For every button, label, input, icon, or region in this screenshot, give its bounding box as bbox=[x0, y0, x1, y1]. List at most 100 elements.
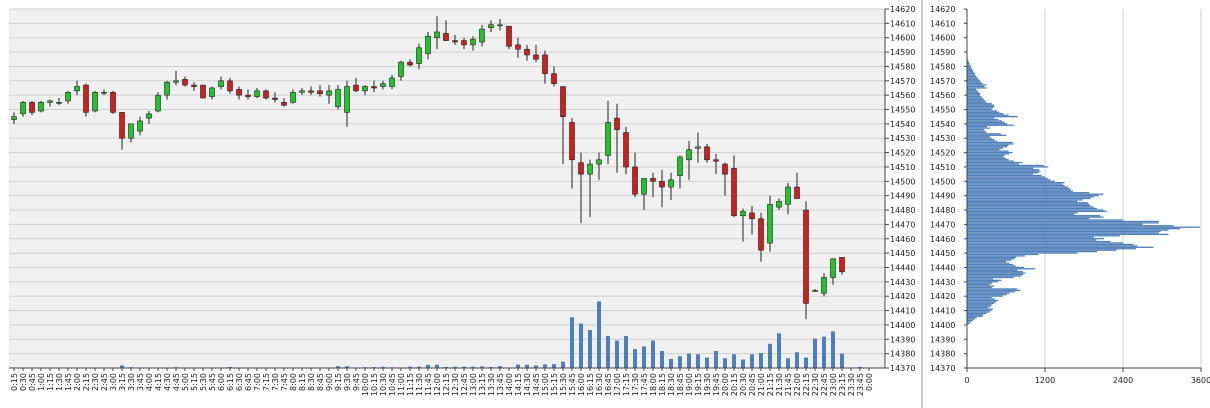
profile-bar bbox=[967, 130, 986, 132]
price-y-tick-label: 14480 bbox=[890, 206, 915, 215]
candle bbox=[632, 152, 638, 198]
candle-body bbox=[587, 163, 593, 175]
candle-body bbox=[245, 94, 251, 97]
profile-bar bbox=[967, 151, 1013, 154]
profile-bar bbox=[967, 93, 980, 95]
price-x-tick-label: 21:15 bbox=[766, 373, 775, 396]
profile-y-tick-label: 14580 bbox=[930, 62, 955, 71]
candle bbox=[128, 123, 134, 143]
candle-body bbox=[353, 84, 359, 92]
price-x-tick-label: 3:15 bbox=[118, 373, 127, 391]
profile-bar bbox=[967, 64, 971, 66]
candle-body bbox=[119, 112, 125, 139]
candle-body bbox=[308, 90, 314, 93]
candle bbox=[434, 16, 440, 50]
candle bbox=[776, 198, 782, 211]
price-x-tick-label: 16:45 bbox=[604, 373, 613, 396]
candle-body bbox=[677, 156, 683, 176]
price-y-tick-label: 14550 bbox=[890, 106, 915, 115]
candle-body bbox=[218, 80, 224, 87]
candle bbox=[821, 273, 827, 297]
price-x-tick-label: 9:45 bbox=[352, 373, 361, 391]
price-x-tick-label: 16:15 bbox=[586, 373, 595, 396]
candle bbox=[569, 118, 575, 189]
price-x-tick-label: 18:15 bbox=[658, 373, 667, 396]
price-x-tick-label: 6:00 bbox=[217, 373, 226, 391]
price-y-tick-label: 14400 bbox=[890, 321, 915, 330]
profile-bar bbox=[967, 249, 1117, 251]
price-x-tick-label: 2:30 bbox=[91, 373, 100, 391]
profile-bar bbox=[967, 192, 1090, 194]
candle-body bbox=[497, 24, 503, 27]
profile-bar bbox=[967, 187, 1070, 190]
profile-bar bbox=[967, 131, 987, 134]
candle-body bbox=[686, 149, 692, 161]
price-y-tick-label: 14580 bbox=[890, 62, 915, 71]
profile-bar bbox=[967, 98, 984, 101]
candle bbox=[56, 98, 62, 106]
candle-body bbox=[452, 40, 458, 43]
price-y-tick-label: 14600 bbox=[890, 34, 915, 43]
price-x-tick-label: 22:45 bbox=[820, 373, 829, 396]
candle-body bbox=[758, 218, 764, 251]
profile-bar bbox=[967, 95, 982, 98]
candle-body bbox=[560, 86, 566, 117]
profile-bar bbox=[967, 296, 992, 299]
volume-bar bbox=[741, 359, 745, 368]
candle-body bbox=[362, 86, 368, 92]
candle bbox=[749, 205, 755, 235]
volume-bar bbox=[462, 366, 466, 368]
candle bbox=[515, 37, 521, 58]
candle-body bbox=[767, 203, 773, 244]
price-x-tick-label: 15:45 bbox=[568, 373, 577, 396]
profile-bar bbox=[967, 85, 984, 88]
candle bbox=[263, 89, 269, 100]
profile-bar bbox=[967, 77, 978, 79]
price-y-tick-label: 14570 bbox=[890, 77, 915, 86]
candle bbox=[200, 84, 206, 99]
profile-bar bbox=[967, 97, 983, 99]
candle bbox=[650, 172, 656, 198]
price-x-tick-label: 22:15 bbox=[802, 373, 811, 396]
volume-bar bbox=[489, 366, 493, 368]
profile-y-tick-label: 14420 bbox=[930, 292, 955, 301]
profile-bar bbox=[967, 121, 1005, 124]
profile-bar bbox=[967, 101, 987, 103]
price-x-tick-label: 20:45 bbox=[748, 373, 757, 396]
profile-y-tick-label: 14450 bbox=[930, 249, 955, 258]
candle-body bbox=[209, 87, 215, 97]
profile-bar bbox=[967, 268, 1036, 270]
profile-bar bbox=[967, 301, 997, 303]
candle-body bbox=[821, 277, 827, 294]
profile-bar bbox=[967, 100, 986, 102]
profile-bar bbox=[967, 203, 1090, 205]
price-x-tick-label: 6:30 bbox=[235, 373, 244, 391]
profile-bar bbox=[967, 183, 1063, 185]
profile-bar bbox=[967, 174, 1042, 177]
candle-body bbox=[182, 79, 188, 86]
price-x-tick-label: 15:30 bbox=[559, 373, 568, 396]
volume-bar bbox=[606, 335, 610, 368]
price-x-tick-label: 2:45 bbox=[100, 373, 109, 391]
price-x-tick-label: 17:00 bbox=[613, 373, 622, 396]
candle-body bbox=[740, 211, 746, 217]
profile-bar bbox=[967, 176, 1045, 178]
profile-y-tick-label: 14460 bbox=[930, 235, 955, 244]
price-x-tick-label: 23:15 bbox=[838, 373, 847, 396]
candle-body bbox=[479, 28, 485, 43]
price-y-tick-label: 14540 bbox=[890, 120, 915, 129]
profile-bar bbox=[967, 246, 1154, 248]
price-x-tick-label: 4:45 bbox=[172, 373, 181, 391]
price-x-tick-label: 23:30 bbox=[847, 373, 856, 396]
profile-bar bbox=[967, 84, 987, 86]
profile-bar bbox=[967, 70, 973, 72]
price-x-tick-label: 14:00 bbox=[505, 373, 514, 396]
price-panel: 14370 14380 14390 14400 14410 14420 14430 14440… bbox=[9, 5, 915, 396]
profile-bar bbox=[967, 205, 1091, 207]
volume-bar bbox=[570, 317, 574, 368]
profile-bar bbox=[967, 312, 987, 315]
profile-y-tick-label: 14560 bbox=[930, 91, 955, 100]
profile-bar bbox=[967, 144, 1009, 146]
profile-bar bbox=[967, 215, 1101, 217]
price-x-tick-label: 7:15 bbox=[262, 373, 271, 391]
